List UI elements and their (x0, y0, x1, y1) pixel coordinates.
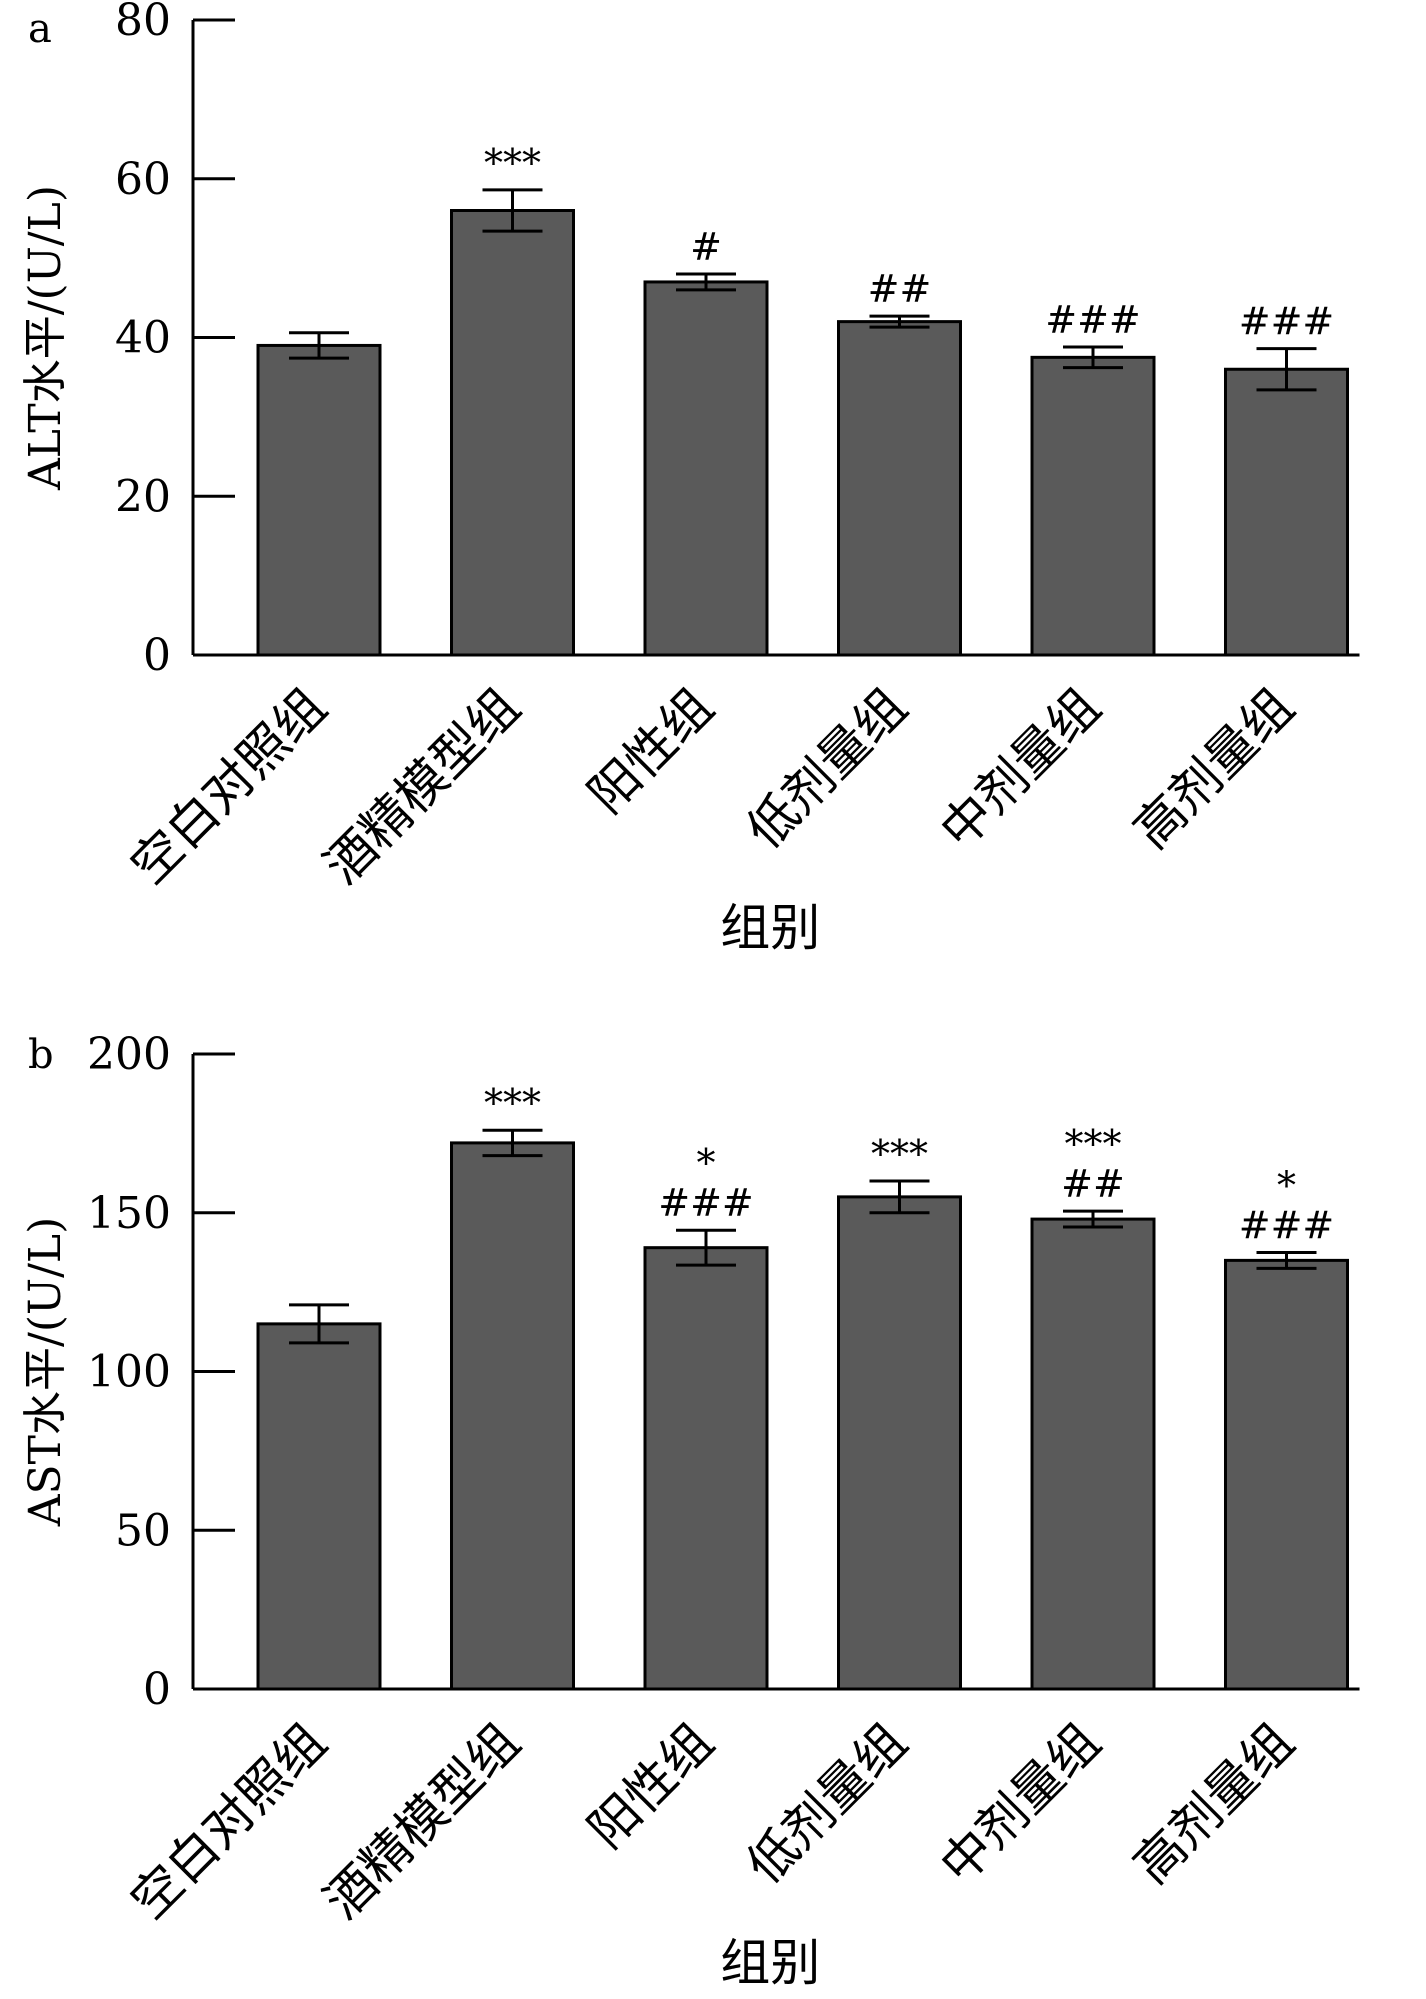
panel-a-y-tick-label: 40 (115, 313, 171, 364)
panel-b-y-tick-label: 0 (143, 1664, 171, 1715)
panel-a-significance-label: ### (1239, 300, 1335, 344)
panel-b-bar (450, 1141, 575, 1691)
panel-a-significance-label: ### (1045, 298, 1141, 342)
panel-b-significance-label: *** (1065, 1122, 1122, 1166)
panel-a-y-tick-label: 60 (115, 154, 171, 205)
panel-a-significance-label: ## (868, 267, 932, 311)
panel-a-significance-label: *** (484, 141, 541, 185)
panel-b-bar (643, 1246, 769, 1691)
panel-b-bar (256, 1322, 382, 1691)
panel-b-y-tick-label: 150 (87, 1188, 171, 1239)
panel-a-y-label: ALT水平/(U/L) (20, 185, 71, 491)
panel-a-bar (1224, 367, 1349, 657)
panel-b-significance-label: ## (1061, 1162, 1125, 1206)
panel-a-bar (256, 343, 382, 657)
panel-a-bar (450, 209, 575, 657)
panel-b-bar (837, 1195, 962, 1691)
panel-a-category-label: 酒精模型组 (313, 677, 531, 895)
panel-b-category-label: 阳性组 (577, 1712, 724, 1859)
panel-b-significance-label: *** (871, 1132, 928, 1176)
panel-a-bar (643, 280, 769, 657)
panel-b-y-tick-label: 200 (87, 1029, 171, 1080)
panel-b-y-tick-label: 100 (87, 1347, 171, 1398)
panel-a-y-tick-label: 80 (115, 0, 171, 46)
panel-a-category-label: 阳性组 (577, 677, 724, 824)
panel-b-category-label: 低剂量组 (736, 1712, 918, 1894)
panel-b-category-label: 中剂量组 (929, 1712, 1111, 1894)
panel-b-significance-label: * (697, 1141, 716, 1185)
panel-a-category-label: 空白对照组 (120, 677, 338, 895)
panel-a-significance-label: # (690, 225, 722, 269)
panel-b-category-label: 空白对照组 (120, 1712, 338, 1930)
panel-b-significance-label: *** (484, 1081, 541, 1125)
panel-b-significance-label: ### (658, 1181, 754, 1225)
panel-b-x-label: 组别 (720, 1934, 820, 1992)
panel-a-x-label: 组别 (720, 899, 820, 957)
panel-a-category-label: 高剂量组 (1123, 677, 1305, 859)
panel-b-category-label: 高剂量组 (1123, 1712, 1305, 1894)
panel-b-significance-label: ### (1239, 1203, 1335, 1247)
panel-b-bar (1224, 1258, 1349, 1691)
panel-b-y-tick-label: 50 (115, 1505, 171, 1556)
panel-b-category-label: 酒精模型组 (313, 1712, 531, 1930)
panel-a-category-label: 低剂量组 (736, 677, 918, 859)
panel-a-y-tick-label: 0 (143, 630, 171, 681)
panel-b-significance-label: * (1277, 1163, 1296, 1207)
panel-a-bar (1030, 355, 1156, 657)
panel-a-letter: a (28, 6, 52, 52)
panel-a-bar (837, 320, 962, 657)
panel-a-category-label: 中剂量组 (929, 677, 1111, 859)
panel-a-y-tick-label: 20 (115, 471, 171, 522)
panel-b-letter: b (28, 1032, 54, 1078)
panel-b-y-label: AST水平/(U/L) (20, 1217, 71, 1528)
panel-b-bar (1030, 1217, 1156, 1691)
